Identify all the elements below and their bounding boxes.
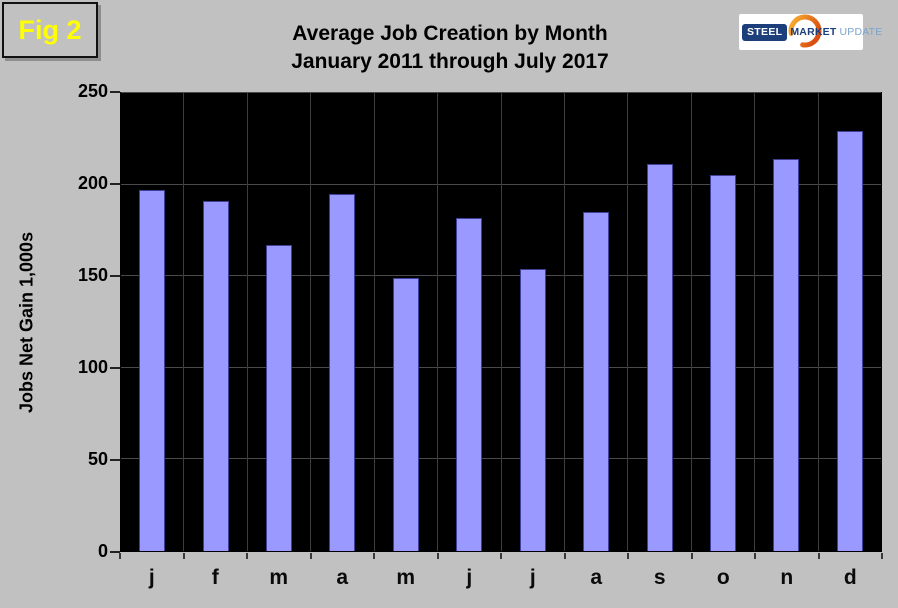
category-cell-7 — [502, 93, 565, 551]
category-cell-9 — [628, 93, 692, 551]
y-tick-label-100: 100 — [77, 357, 108, 377]
x-tick-label-11-n: n — [780, 566, 794, 589]
bar-2-f — [202, 201, 229, 551]
bar-12-d — [836, 131, 863, 551]
bar-6-j — [456, 217, 483, 551]
x-tick-label-5-m: m — [396, 566, 416, 589]
category-cell-10 — [692, 93, 756, 551]
plot-area — [120, 92, 882, 552]
figure-label: Fig 2 — [18, 14, 82, 45]
x-tick-mark-9 — [690, 553, 693, 559]
x-tick-mark-4 — [373, 553, 375, 559]
x-tick-mark-2 — [246, 553, 248, 559]
category-cell-6 — [438, 93, 502, 551]
category-cell-5 — [375, 93, 439, 551]
x-tick-label-12-d: d — [843, 566, 857, 589]
y-tick-label-200: 200 — [77, 173, 108, 193]
x-tick-label-1-j: j — [148, 566, 155, 589]
x-tick-mark-8 — [627, 553, 629, 559]
bar-9-s — [646, 164, 673, 551]
x-tick-label-2-f: f — [211, 566, 219, 589]
x-tick-mark-6 — [500, 553, 502, 559]
y-tick-mark-200 — [110, 183, 120, 185]
category-cell-8 — [565, 93, 629, 551]
x-tick-mark-3 — [309, 553, 312, 559]
x-tick-mark-11 — [817, 553, 820, 559]
x-tick-label-4-a: a — [336, 566, 349, 589]
y-tick-label-150: 150 — [77, 265, 108, 285]
bar-4-a — [329, 193, 356, 551]
y-tick-mark-0 — [110, 551, 120, 553]
y-tick-label-250: 250 — [77, 81, 108, 101]
gridline-y-250 — [121, 92, 881, 93]
logo-update-text: UPDATE — [839, 26, 883, 38]
x-tick-label-6-j: j — [466, 566, 473, 589]
bar-3-m — [266, 245, 293, 551]
bar-1-j — [139, 190, 166, 551]
category-cell-11 — [755, 93, 819, 551]
y-tick-mark-250 — [110, 91, 120, 93]
x-tick-mark-12 — [881, 553, 883, 559]
x-tick-label-10-o: o — [716, 566, 730, 589]
x-tick-label-7-j: j — [529, 566, 536, 589]
bar-8-a — [583, 212, 610, 551]
bar-7-j — [519, 268, 546, 551]
y-tick-mark-150 — [110, 275, 120, 277]
x-tick-mark-10 — [754, 553, 756, 559]
y-tick-mark-50 — [110, 459, 120, 461]
x-tick-mark-1 — [182, 553, 185, 559]
x-tick-mark-0 — [119, 553, 121, 559]
category-cell-4 — [311, 93, 375, 551]
chart-title-line1: Average Job Creation by Month — [292, 22, 608, 45]
category-cell-12 — [819, 93, 881, 551]
category-cell-1 — [121, 93, 185, 551]
y-tick-mark-100 — [110, 367, 120, 369]
figure-label-box: Fig 2 — [2, 2, 98, 58]
chart-title: Average Job Creation by Month January 20… — [100, 20, 800, 76]
bar-11-n — [773, 158, 800, 551]
logo-steel-text: STEEL — [742, 23, 788, 41]
category-cell-2 — [184, 93, 248, 551]
bar-10-o — [710, 175, 736, 551]
category-cell-3 — [248, 93, 312, 551]
y-tick-label-50: 50 — [87, 449, 108, 469]
steel-market-update-logo: STEEL MARKET UPDATE — [739, 14, 882, 50]
logo-market-text: MARKET — [790, 26, 837, 38]
chart-title-line2: January 2011 through July 2017 — [291, 50, 609, 73]
y-axis-title: Jobs Net Gain 1,000s — [16, 231, 37, 413]
logo-text: STEEL MARKET UPDATE — [742, 14, 882, 50]
x-tick-label-9-s: s — [653, 566, 666, 589]
logo-swoosh-icon — [788, 14, 822, 48]
y-tick-label-0: 0 — [97, 541, 108, 561]
bar-5-m — [392, 278, 419, 551]
x-tick-mark-5 — [436, 553, 439, 559]
x-tick-label-3-m: m — [269, 566, 289, 589]
x-tick-mark-7 — [563, 553, 566, 559]
x-tick-label-8-a: a — [590, 566, 603, 589]
bar-series — [121, 93, 881, 551]
